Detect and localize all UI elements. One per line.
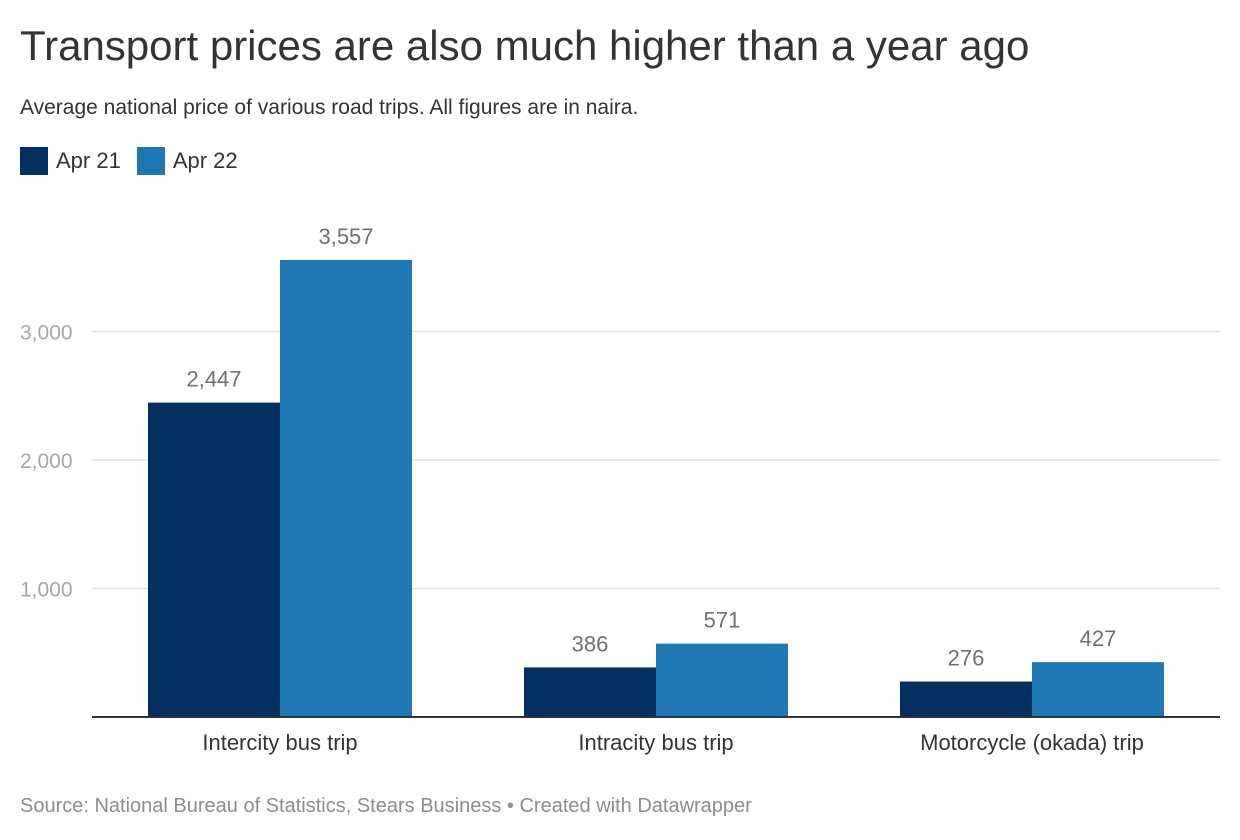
legend-item-apr-22: Apr 22 xyxy=(136,147,238,175)
data-label: 427 xyxy=(1080,626,1117,651)
y-tick-label: 2,000 xyxy=(20,450,73,473)
bar xyxy=(148,402,280,717)
data-label: 3,557 xyxy=(318,224,373,249)
footer: Source: National Bureau of Statistics, S… xyxy=(20,794,752,818)
legend-swatch-apr-22 xyxy=(136,147,165,175)
legend: Apr 21 Apr 22 xyxy=(20,147,254,175)
bar xyxy=(900,681,1032,717)
y-tick-label: 3,000 xyxy=(20,322,73,345)
data-label: 2,447 xyxy=(186,367,241,392)
x-tick-label: Motorcycle (okada) trip xyxy=(920,730,1144,755)
footer-separator: • xyxy=(501,795,520,817)
legend-item-apr-21: Apr 21 xyxy=(20,147,121,175)
legend-label-apr-21: Apr 21 xyxy=(56,148,121,173)
legend-swatch-apr-21 xyxy=(20,147,48,175)
legend-label-apr-22: Apr 22 xyxy=(172,148,238,173)
x-tick-label: Intercity bus trip xyxy=(202,730,357,755)
bar xyxy=(524,667,656,717)
bar xyxy=(1032,662,1164,717)
x-tick-label: Intracity bus trip xyxy=(578,730,733,755)
y-tick-label: 1,000 xyxy=(20,579,73,602)
credit-link[interactable]: Created with Datawrapper xyxy=(519,795,752,817)
source-note: Source: National Bureau of Statistics, S… xyxy=(20,795,502,817)
chart-subtitle: Average national price of various road t… xyxy=(20,96,639,119)
data-label: 386 xyxy=(572,631,609,656)
chart-title: Transport prices are also much higher th… xyxy=(20,22,1030,69)
data-label: 276 xyxy=(948,646,985,671)
bar xyxy=(280,260,412,717)
bar xyxy=(656,643,788,717)
data-label: 571 xyxy=(704,608,741,633)
